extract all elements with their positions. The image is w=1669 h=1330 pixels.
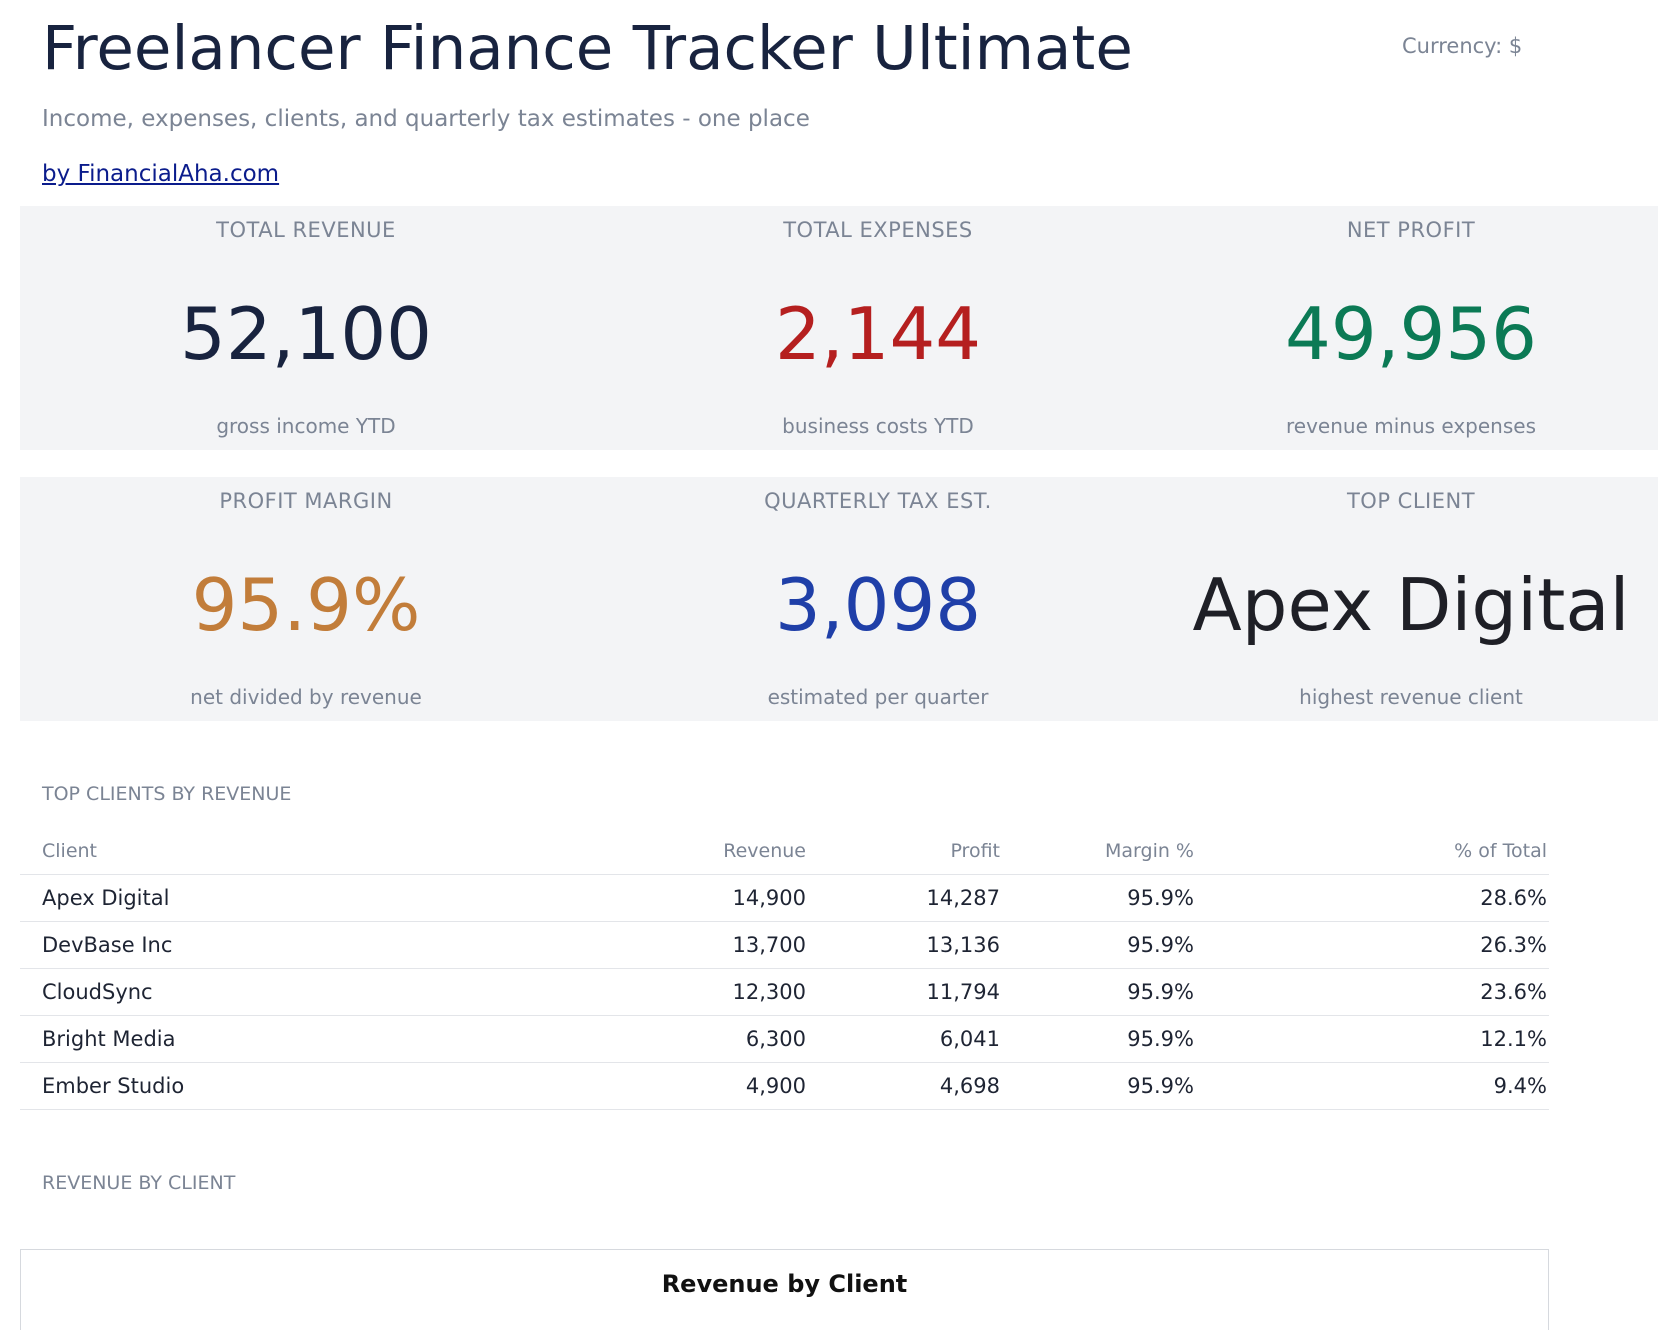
cell-profit: 14,287 bbox=[808, 874, 1002, 922]
kpi-top-client: TOP CLIENT Apex Digital highest revenue … bbox=[1164, 477, 1658, 721]
kpi-value: Apex Digital bbox=[1192, 563, 1630, 647]
kpi-label: TOTAL REVENUE bbox=[216, 218, 396, 242]
kpi-net-profit: NET PROFIT 49,956 revenue minus expenses bbox=[1164, 206, 1658, 450]
page-title: Freelancer Finance Tracker Ultimate bbox=[42, 13, 1133, 84]
kpi-label: QUARTERLY TAX EST. bbox=[764, 489, 992, 513]
kpi-caption: highest revenue client bbox=[1299, 685, 1523, 709]
kpi-value: 95.9% bbox=[191, 563, 421, 647]
cell-profit: 4,698 bbox=[808, 1062, 1002, 1110]
kpi-profit-margin: PROFIT MARGIN 95.9% net divided by reven… bbox=[20, 477, 592, 721]
clients-table: Client Revenue Profit Margin % % of Tota… bbox=[20, 828, 1549, 1110]
cell-client: Ember Studio bbox=[20, 1062, 584, 1110]
column-header-revenue: Revenue bbox=[584, 828, 808, 875]
column-header-profit: Profit bbox=[808, 828, 1002, 875]
table-row: Bright Media 6,300 6,041 95.9% 12.1% bbox=[20, 1015, 1549, 1063]
kpi-caption: business costs YTD bbox=[782, 414, 974, 438]
cell-margin: 95.9% bbox=[1002, 1062, 1196, 1110]
table-header-row: Client Revenue Profit Margin % % of Tota… bbox=[20, 828, 1549, 875]
kpi-caption: estimated per quarter bbox=[767, 685, 989, 709]
clients-section-label: TOP CLIENTS BY REVENUE bbox=[42, 783, 292, 805]
cell-pct-total: 28.6% bbox=[1196, 874, 1549, 922]
cell-pct-total: 9.4% bbox=[1196, 1062, 1549, 1110]
cell-revenue: 13,700 bbox=[584, 921, 808, 969]
currency-label: Currency: $ bbox=[1402, 34, 1523, 58]
kpi-value: 2,144 bbox=[774, 292, 982, 376]
kpi-total-revenue: TOTAL REVENUE 52,100 gross income YTD bbox=[20, 206, 592, 450]
cell-client: Apex Digital bbox=[20, 874, 584, 922]
cell-margin: 95.9% bbox=[1002, 968, 1196, 1016]
chart-section-label: REVENUE BY CLIENT bbox=[42, 1172, 236, 1194]
kpi-caption: gross income YTD bbox=[216, 414, 396, 438]
kpi-label: PROFIT MARGIN bbox=[219, 489, 393, 513]
table-row: Apex Digital 14,900 14,287 95.9% 28.6% bbox=[20, 874, 1549, 922]
kpi-label: NET PROFIT bbox=[1346, 218, 1476, 242]
cell-margin: 95.9% bbox=[1002, 921, 1196, 969]
page-subtitle: Income, expenses, clients, and quarterly… bbox=[42, 106, 810, 132]
byline-link[interactable]: by FinancialAha.com bbox=[42, 161, 280, 187]
cell-revenue: 14,900 bbox=[584, 874, 808, 922]
revenue-chart-container: Revenue by Client bbox=[20, 1249, 1549, 1330]
kpi-label: TOP CLIENT bbox=[1346, 489, 1476, 513]
kpi-value: 3,098 bbox=[774, 563, 982, 647]
cell-profit: 11,794 bbox=[808, 968, 1002, 1016]
cell-revenue: 12,300 bbox=[584, 968, 808, 1016]
kpi-label: TOTAL EXPENSES bbox=[783, 218, 973, 242]
cell-client: Bright Media bbox=[20, 1015, 584, 1063]
kpi-row-2: PROFIT MARGIN 95.9% net divided by reven… bbox=[20, 477, 1658, 721]
chart-title: Revenue by Client bbox=[661, 1270, 908, 1298]
table-row: CloudSync 12,300 11,794 95.9% 23.6% bbox=[20, 968, 1549, 1016]
column-header-margin: Margin % bbox=[1002, 828, 1196, 875]
cell-profit: 6,041 bbox=[808, 1015, 1002, 1063]
column-header-client: Client bbox=[20, 828, 584, 875]
cell-margin: 95.9% bbox=[1002, 874, 1196, 922]
kpi-total-expenses: TOTAL EXPENSES 2,144 business costs YTD bbox=[592, 206, 1164, 450]
table-row: Ember Studio 4,900 4,698 95.9% 9.4% bbox=[20, 1062, 1549, 1110]
table-row: DevBase Inc 13,700 13,136 95.9% 26.3% bbox=[20, 921, 1549, 969]
kpi-quarterly-tax: QUARTERLY TAX EST. 3,098 estimated per q… bbox=[592, 477, 1164, 721]
cell-client: DevBase Inc bbox=[20, 921, 584, 969]
cell-revenue: 6,300 bbox=[584, 1015, 808, 1063]
cell-revenue: 4,900 bbox=[584, 1062, 808, 1110]
kpi-row-1: TOTAL REVENUE 52,100 gross income YTD TO… bbox=[20, 206, 1658, 450]
kpi-value: 52,100 bbox=[180, 292, 432, 376]
column-header-pct-total: % of Total bbox=[1196, 828, 1549, 875]
cell-pct-total: 26.3% bbox=[1196, 921, 1549, 969]
kpi-caption: net divided by revenue bbox=[190, 685, 422, 709]
kpi-caption: revenue minus expenses bbox=[1285, 414, 1537, 438]
cell-profit: 13,136 bbox=[808, 921, 1002, 969]
cell-pct-total: 23.6% bbox=[1196, 968, 1549, 1016]
cell-pct-total: 12.1% bbox=[1196, 1015, 1549, 1063]
cell-margin: 95.9% bbox=[1002, 1015, 1196, 1063]
kpi-value: 49,956 bbox=[1285, 292, 1537, 376]
cell-client: CloudSync bbox=[20, 968, 584, 1016]
